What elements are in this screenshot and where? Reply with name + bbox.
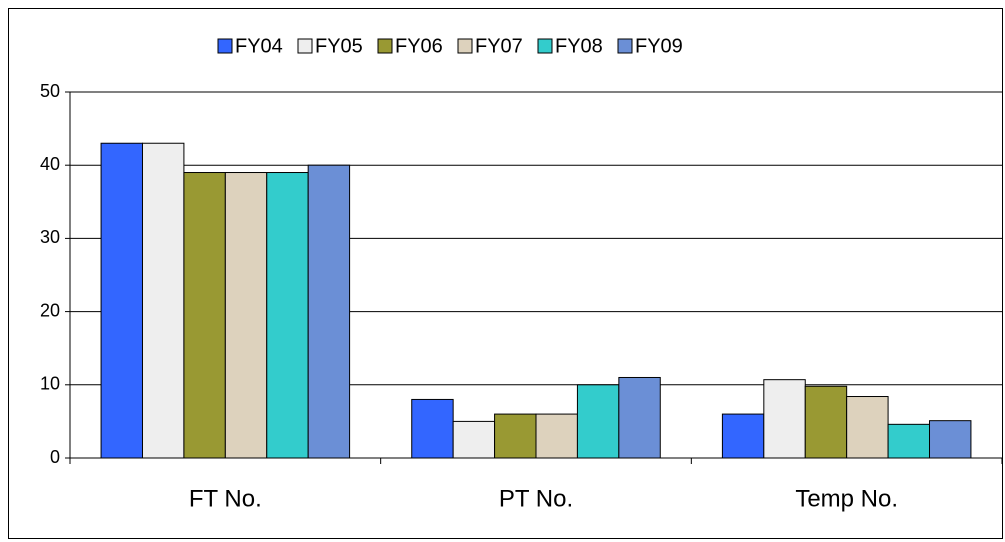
- bar: [494, 413, 537, 459]
- bar: [183, 172, 226, 459]
- legend-swatch: [617, 38, 633, 54]
- bar: [618, 376, 661, 459]
- y-tick-label: 20: [40, 300, 60, 320]
- bar: [763, 379, 806, 459]
- legend-label: FY07: [475, 35, 523, 57]
- legend-swatch: [297, 38, 313, 54]
- y-tick-label: 40: [40, 154, 60, 174]
- x-tick-label: Temp No.: [795, 485, 898, 512]
- bar: [846, 396, 889, 459]
- legend-label: FY08: [555, 35, 603, 57]
- legend-swatch: [217, 38, 233, 54]
- bar: [804, 385, 848, 459]
- bar: [929, 420, 972, 459]
- y-tick-label: 30: [40, 227, 60, 247]
- bar: [452, 420, 496, 459]
- bar: [307, 164, 351, 459]
- legend-label: FY06: [395, 35, 443, 57]
- legend-label: FY09: [635, 35, 683, 57]
- bar: [576, 384, 620, 459]
- bar: [887, 423, 931, 459]
- x-tick-label: PT No.: [499, 485, 573, 512]
- legend-swatch: [537, 38, 553, 54]
- bar: [224, 172, 268, 459]
- bar: [141, 142, 185, 459]
- legend-swatch: [457, 38, 473, 54]
- legend-label: FY04: [235, 35, 283, 57]
- y-tick-label: 50: [40, 81, 60, 101]
- bar: [721, 413, 765, 459]
- y-tick-label: 10: [40, 374, 60, 394]
- bar: [535, 413, 578, 459]
- bar: [266, 172, 309, 459]
- y-tick-label: 0: [50, 447, 60, 467]
- x-tick-label: FT No.: [189, 485, 262, 512]
- bar: [411, 398, 454, 459]
- bar: [100, 142, 143, 459]
- legend-label: FY05: [315, 35, 363, 57]
- legend-swatch: [377, 38, 393, 54]
